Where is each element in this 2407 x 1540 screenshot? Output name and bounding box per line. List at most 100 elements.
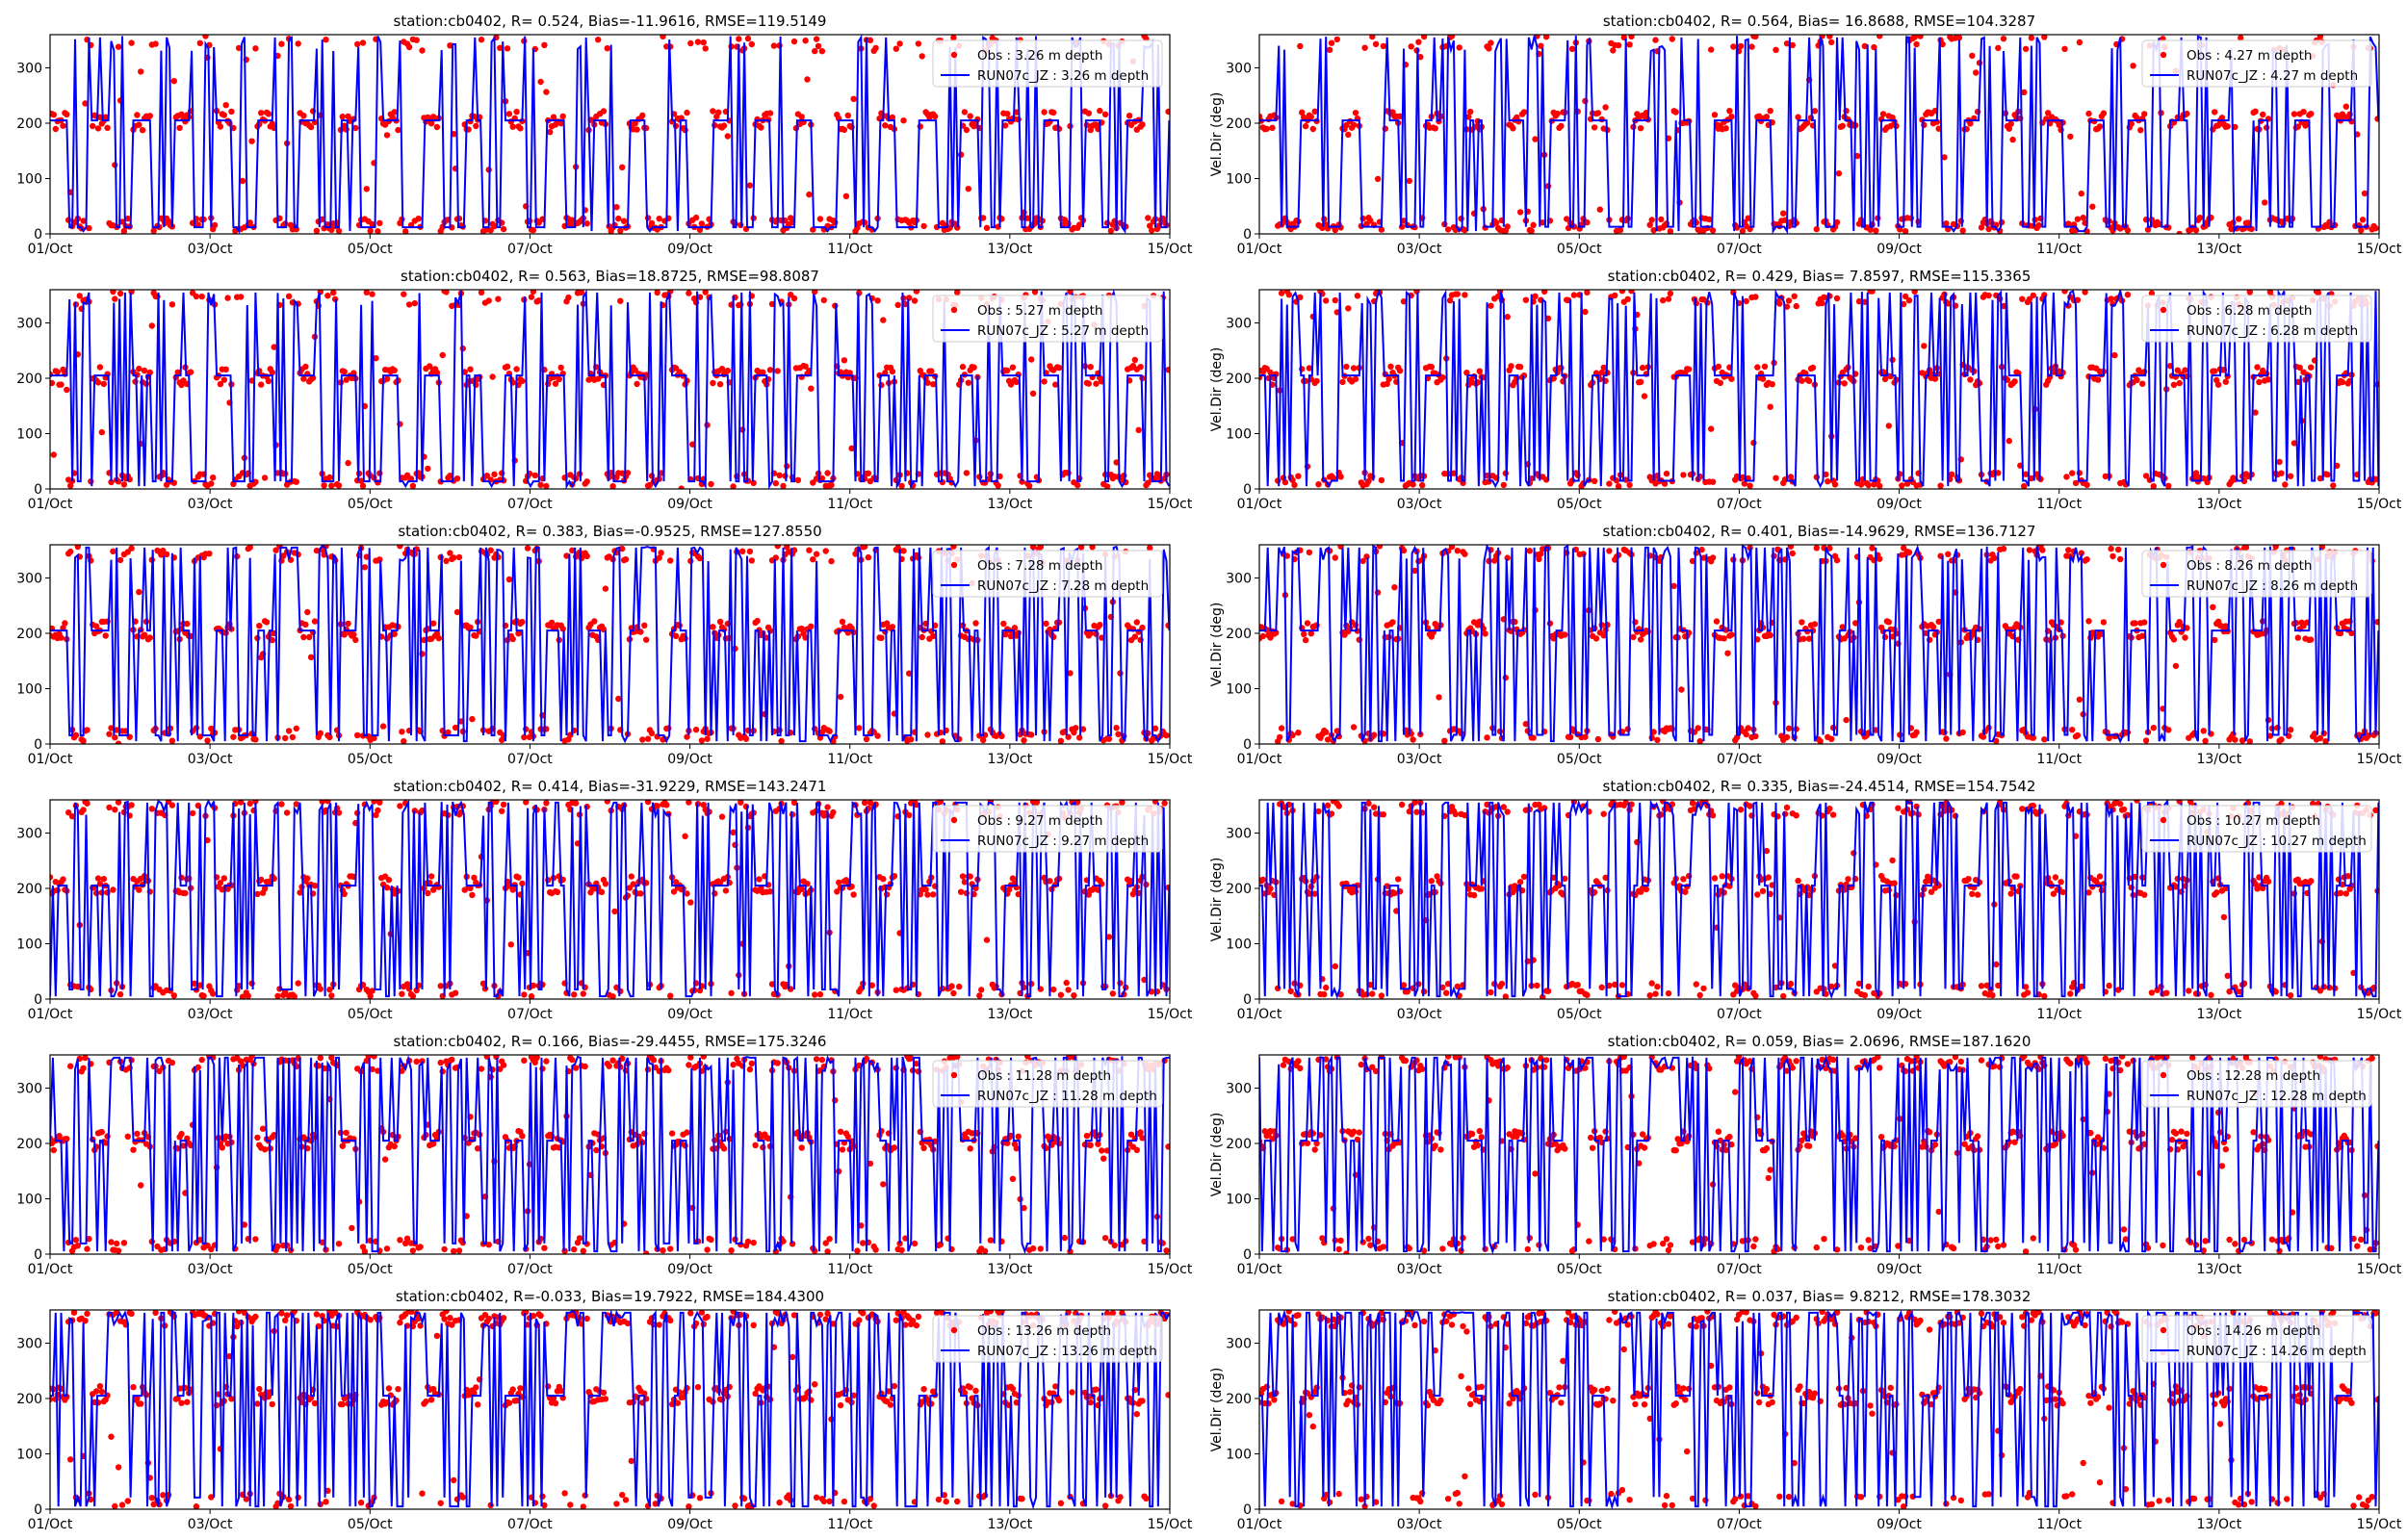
obs-point [2254, 364, 2261, 371]
obs-point [2096, 123, 2104, 130]
obs-point [2141, 619, 2148, 626]
obs-point [1484, 734, 1490, 741]
obs-point [678, 485, 685, 489]
obs-point [2030, 292, 2036, 299]
obs-point [1783, 804, 1791, 811]
obs-point [1450, 470, 1458, 476]
obs-point [1484, 472, 1490, 479]
obs-point [2324, 471, 2331, 478]
obs-point [878, 634, 885, 641]
obs-point [1592, 635, 1600, 642]
obs-point [1709, 812, 1717, 819]
obs-point [850, 95, 857, 103]
obs-point [1052, 381, 1059, 388]
obs-point [1853, 152, 1861, 160]
obs-point [222, 366, 229, 372]
obs-point [1538, 551, 1544, 557]
obs-point [1765, 874, 1773, 881]
obs-point [1536, 555, 1542, 563]
obs-point [1564, 216, 1570, 222]
obs-point [2021, 482, 2028, 489]
obs-point [1724, 650, 1731, 656]
obs-point [405, 43, 413, 51]
obs-point [1881, 633, 1889, 641]
obs-point [924, 891, 931, 898]
obs-point [2117, 555, 2124, 563]
obs-point [1826, 545, 1833, 552]
obs-point [1943, 220, 1950, 227]
obs-point [1526, 548, 1534, 554]
obs-point [826, 728, 833, 734]
obs-point [1600, 364, 1607, 372]
obs-point [100, 876, 108, 883]
legend-obs-label: Obs : 7.28 m depth [977, 558, 1102, 574]
obs-point [350, 631, 357, 638]
obs-point [2026, 547, 2033, 553]
y-tick-label: 200 [16, 372, 42, 387]
obs-point [447, 550, 453, 556]
obs-point [718, 813, 726, 820]
obs-point [930, 891, 937, 898]
obs-point [559, 113, 566, 120]
obs-point [2263, 124, 2270, 131]
obs-point [1306, 890, 1313, 897]
obs-point [617, 297, 624, 304]
obs-point [1324, 802, 1332, 808]
obs-point [1076, 221, 1083, 228]
obs-point [54, 369, 61, 375]
obs-point [580, 990, 586, 997]
obs-point [1795, 114, 1801, 120]
obs-point [136, 365, 142, 372]
obs-point [569, 547, 576, 553]
x-tick-label: 05/Oct [1557, 497, 1602, 512]
model-line [50, 545, 1170, 744]
obs-point [1283, 552, 1291, 559]
y-tick-label: 100 [16, 172, 42, 188]
obs-point [2266, 732, 2274, 739]
obs-point [948, 983, 955, 989]
obs-point [1871, 481, 1877, 488]
obs-point [656, 554, 662, 561]
obs-point [985, 475, 993, 482]
obs-point [637, 890, 644, 897]
obs-point [1722, 627, 1729, 633]
obs-point [1821, 294, 1827, 300]
obs-point [453, 475, 461, 482]
obs-point [1752, 992, 1759, 999]
obs-point [1887, 122, 1894, 130]
obs-point [1332, 296, 1339, 304]
obs-point [246, 545, 253, 551]
obs-point [182, 889, 189, 897]
x-tick-label: 13/Oct [987, 242, 1032, 257]
axes-frame [49, 799, 1171, 1000]
obs-point [74, 545, 81, 551]
obs-point [836, 879, 842, 886]
obs-point [2278, 736, 2285, 743]
obs-point [1861, 991, 1869, 999]
obs-point [2026, 295, 2033, 302]
obs-point [1654, 983, 1661, 990]
obs-point [1885, 886, 1893, 893]
obs-point [867, 37, 874, 43]
obs-point [150, 227, 157, 234]
obs-point [758, 124, 764, 131]
obs-point [1446, 297, 1454, 304]
y-tick-label: 300 [1226, 62, 1252, 77]
x-tick-label: 01/Oct [28, 752, 73, 767]
obs-point [2165, 482, 2172, 489]
obs-point [1448, 35, 1456, 39]
obs-point [634, 380, 640, 388]
obs-point [790, 38, 798, 45]
obs-point [2009, 136, 2016, 143]
legend-obs-label: Obs : 4.27 m depth [2187, 48, 2312, 64]
obs-point [1615, 41, 1622, 49]
obs-point [1415, 38, 1422, 45]
obs-point [1708, 46, 1715, 53]
obs-point [2045, 110, 2052, 116]
obs-point [687, 899, 694, 906]
obs-point [1387, 363, 1394, 370]
obs-point [770, 42, 778, 49]
obs-point [686, 800, 692, 806]
obs-point [1299, 109, 1306, 116]
